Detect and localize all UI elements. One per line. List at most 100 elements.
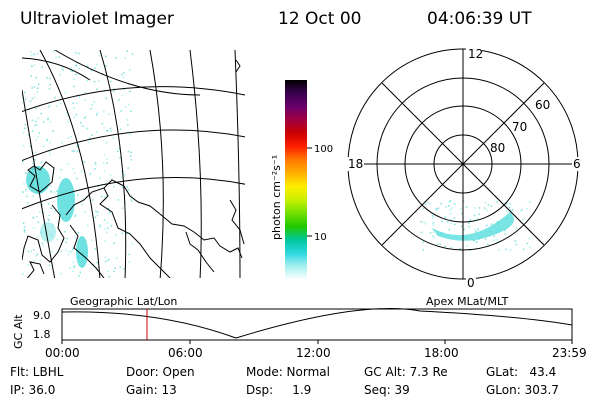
map-speckle-dot [103, 89, 106, 91]
map-speckle-dot [68, 250, 71, 253]
polar-speckle-dot [437, 207, 440, 209]
map-speckle-dot [62, 69, 64, 71]
polar-speckle-dot [475, 241, 478, 243]
map-speckle-dot [23, 226, 26, 228]
map-speckle-dot [106, 231, 108, 233]
polar-speckle-dot [453, 203, 456, 205]
polar-speckle-dot [425, 203, 427, 205]
polar-speckle-dot [463, 228, 465, 230]
map-speckle-dot [77, 232, 80, 234]
info-door: Door: Open [126, 365, 195, 379]
map-speckle-dot [25, 172, 27, 174]
polar-speckle-dot [425, 223, 427, 225]
polar-speckle-dot [492, 239, 495, 242]
map-speckle-dot [90, 108, 92, 110]
map-speckle-dot [67, 163, 70, 165]
map-speckle-dot [58, 56, 60, 58]
map-speckle-dot [95, 131, 98, 133]
map-speckle-dot [80, 170, 83, 172]
map-speckle-dot [83, 198, 85, 201]
map-speckle-dot [31, 98, 33, 100]
polar-speckle-dot [447, 220, 449, 223]
map-speckle-dot [66, 237, 68, 240]
polar-speckle-dot [515, 243, 518, 246]
map-speckle-dot [107, 270, 109, 273]
map-speckle-dot [126, 185, 128, 188]
map-speckle-dot [48, 151, 51, 153]
map-speckle-dot [37, 136, 40, 138]
map-speckle-dot [33, 86, 36, 88]
map-speckle-dot [128, 232, 130, 234]
map-speckle-dot [69, 267, 71, 269]
polar-speckle-dot [465, 206, 468, 208]
map-speckle-dot [54, 210, 56, 213]
map-speckle-dot [103, 219, 106, 221]
map-speckle-dot [130, 198, 132, 200]
polar-plot: 12 18 6 0 60 70 80 [346, 47, 582, 290]
map-speckle-dot [42, 145, 45, 148]
polar-speckle-dot [483, 207, 486, 209]
polar-speckle-dot [422, 249, 424, 251]
map-speckle-dot [89, 137, 91, 140]
map-speckle-dot [24, 98, 27, 100]
map-speckle-dot [104, 196, 106, 198]
map-speckle-dot [25, 188, 27, 191]
map-speckle-dot [33, 53, 35, 56]
map-speckle-dot [29, 145, 31, 148]
map-speckle-dot [23, 231, 26, 233]
map-speckle-dot [88, 141, 90, 144]
map-speckle-dot [73, 265, 76, 267]
map-speckle-dot [78, 144, 80, 146]
map-speckle-dot [104, 240, 106, 242]
map-speckle-dot [125, 106, 127, 108]
map-speckle-dot [93, 100, 95, 103]
map-speckle-dot [95, 114, 98, 116]
map-speckle-dot [40, 112, 42, 115]
polar-speckle-dot [485, 224, 488, 227]
map-speckle-dot [109, 127, 112, 130]
map-speckle-dot [33, 260, 35, 262]
map-speckle-dot [31, 54, 33, 57]
map-speckle-dot [104, 228, 107, 230]
colorbar [285, 80, 307, 280]
map-speckle-dot [94, 248, 97, 250]
map-speckle-dot [67, 121, 69, 123]
polar-speckle-dot [484, 238, 487, 241]
map-speckle-dot [79, 271, 81, 274]
map-speckle-dot [24, 123, 27, 126]
map-speckle-dot [110, 130, 112, 132]
map-speckle-dot [60, 168, 62, 171]
polar-speckle-dot [451, 207, 453, 209]
map-speckle-dot [80, 121, 82, 124]
map-speckle-dot [113, 242, 115, 244]
mlt-label-12: 12 [468, 47, 483, 61]
map-speckle-dot [97, 211, 99, 213]
map-speckle-dot [60, 102, 62, 105]
map-speckle-dot [73, 78, 76, 80]
map-speckle-dot [78, 275, 80, 277]
map-speckle-dot [103, 162, 105, 164]
colorbar-tick-100: 100 [314, 144, 333, 155]
polar-speckle-dot [429, 232, 432, 234]
map-speckle-dot [29, 100, 32, 103]
polar-speckle-dot [432, 215, 434, 217]
map-speckle-dot [49, 83, 51, 86]
colorbar-unit-label: photon cm⁻²s⁻¹ [270, 155, 283, 240]
map-speckle-dot [23, 229, 26, 231]
map-speckle-dot [86, 128, 89, 131]
polar-speckle-dot [526, 242, 529, 245]
map-speckle-dot [59, 73, 61, 76]
map-speckle-dot [39, 259, 41, 262]
info-gain: Gain: 13 [126, 383, 177, 397]
map-speckle-dot [108, 258, 111, 261]
map-speckle-dot [99, 177, 101, 180]
map-speckle-dot [129, 90, 131, 92]
map-speckle-dot [127, 188, 130, 191]
polar-speckle-dot [526, 207, 529, 210]
map-speckle-dot [32, 162, 34, 165]
map-speckle-dot [104, 256, 107, 259]
map-speckle-dot [31, 130, 34, 132]
map-speckle-dot [22, 101, 24, 104]
map-speckle-dot [38, 132, 40, 134]
x-tick-1200: 12:00 [296, 346, 331, 360]
